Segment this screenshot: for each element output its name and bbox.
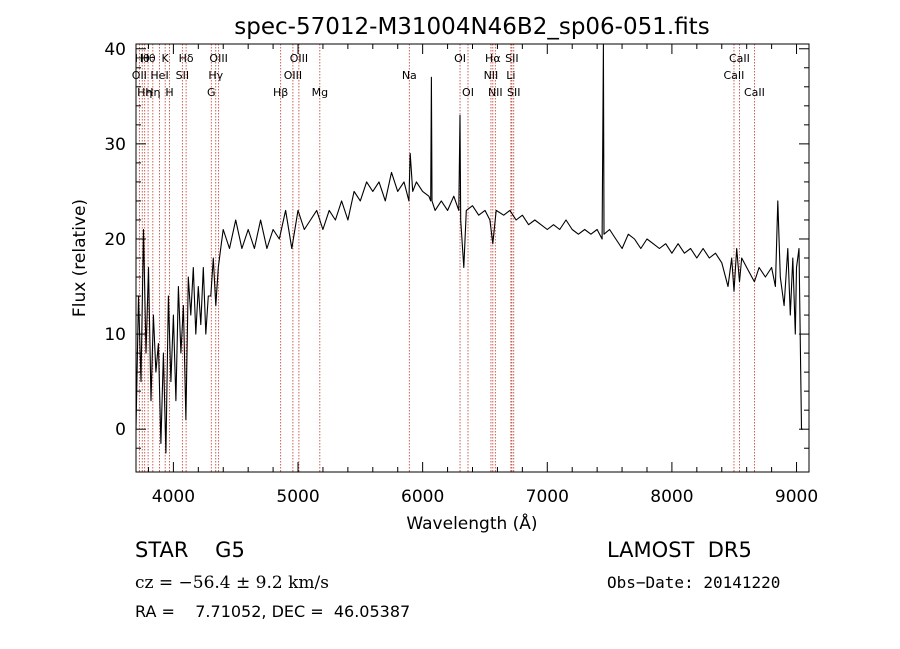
coordinates: RA = 7.71052, DEC = 46.05387 xyxy=(135,602,411,621)
line-label-11: Hγ xyxy=(208,69,223,82)
line-label-14: OIII xyxy=(284,69,302,82)
x-tick-label-1: 5000 xyxy=(276,487,319,507)
line-label-13: Hβ xyxy=(273,86,288,99)
y-axis-ticks: 0 10 20 30 40 xyxy=(104,40,809,449)
line-label-15: OIII xyxy=(290,52,308,65)
x-tick-label-3: 7000 xyxy=(526,487,569,507)
line-label-20: NII xyxy=(484,69,499,82)
line-label-6: K xyxy=(162,52,170,65)
y-tick-label-3: 30 xyxy=(104,135,126,155)
line-label-26: CaII xyxy=(724,69,745,82)
y-tick-label-2: 20 xyxy=(104,230,126,250)
line-label-16: Mg xyxy=(312,86,328,99)
survey-release: LAMOST DR5 xyxy=(607,538,752,562)
redshift-velocity: cz = −56.4 ± 9.2 km/s xyxy=(135,573,329,593)
line-label-19: OI xyxy=(462,86,474,99)
line-label-2: Hη xyxy=(137,86,152,99)
line-label-9: Hδ xyxy=(179,52,194,65)
object-class: STAR G5 xyxy=(135,538,245,562)
y-tick-label-1: 10 xyxy=(104,325,126,345)
y-tick-label-0: 0 xyxy=(115,420,126,440)
x-axis-ticks: 4000 5000 6000 7000 8000 9000 xyxy=(147,44,818,507)
line-label-28: CaII xyxy=(744,86,765,99)
line-label-21: Hα xyxy=(485,52,501,65)
line-label-17: Na xyxy=(402,69,417,82)
x-tick-label-4: 8000 xyxy=(650,487,693,507)
x-tick-label-0: 4000 xyxy=(152,487,195,507)
plot-frame xyxy=(135,43,810,473)
line-label-7: H xyxy=(165,86,173,99)
line-label-25: SII xyxy=(507,86,520,99)
line-label-8: SII xyxy=(176,69,189,82)
observation-date: Obs−Date: 20141220 xyxy=(607,573,781,592)
line-label-1: Hθ xyxy=(135,52,150,65)
line-label-0: OII xyxy=(132,69,147,82)
line-label-27: CaII xyxy=(729,52,750,65)
line-label-4: Hη xyxy=(145,86,160,99)
flux-series-line xyxy=(135,43,803,454)
spectral-line-labels: OIIHθHηHθHηHeIKHSIIHδGHγOIIIHβOIIIOIIIMg… xyxy=(132,52,765,99)
line-label-3: Hθ xyxy=(141,52,156,65)
line-label-24: SII xyxy=(505,52,518,65)
line-label-22: NII xyxy=(488,86,503,99)
line-label-23: Li xyxy=(506,69,515,82)
y-axis-label: Flux (relative) xyxy=(70,199,90,317)
line-label-18: OI xyxy=(454,52,466,65)
x-tick-label-5: 9000 xyxy=(775,487,818,507)
x-tick-label-2: 6000 xyxy=(401,487,444,507)
line-label-5: HeI xyxy=(150,69,168,82)
spectral-line-markers xyxy=(138,44,755,472)
x-axis-label: Wavelength (Å) xyxy=(406,512,537,534)
chart-title: spec-57012-M31004N46B2_sp06-051.fits xyxy=(234,14,709,40)
line-label-10: G xyxy=(207,86,216,99)
line-label-12: OIII xyxy=(209,52,227,65)
y-tick-label-4: 40 xyxy=(104,40,126,60)
